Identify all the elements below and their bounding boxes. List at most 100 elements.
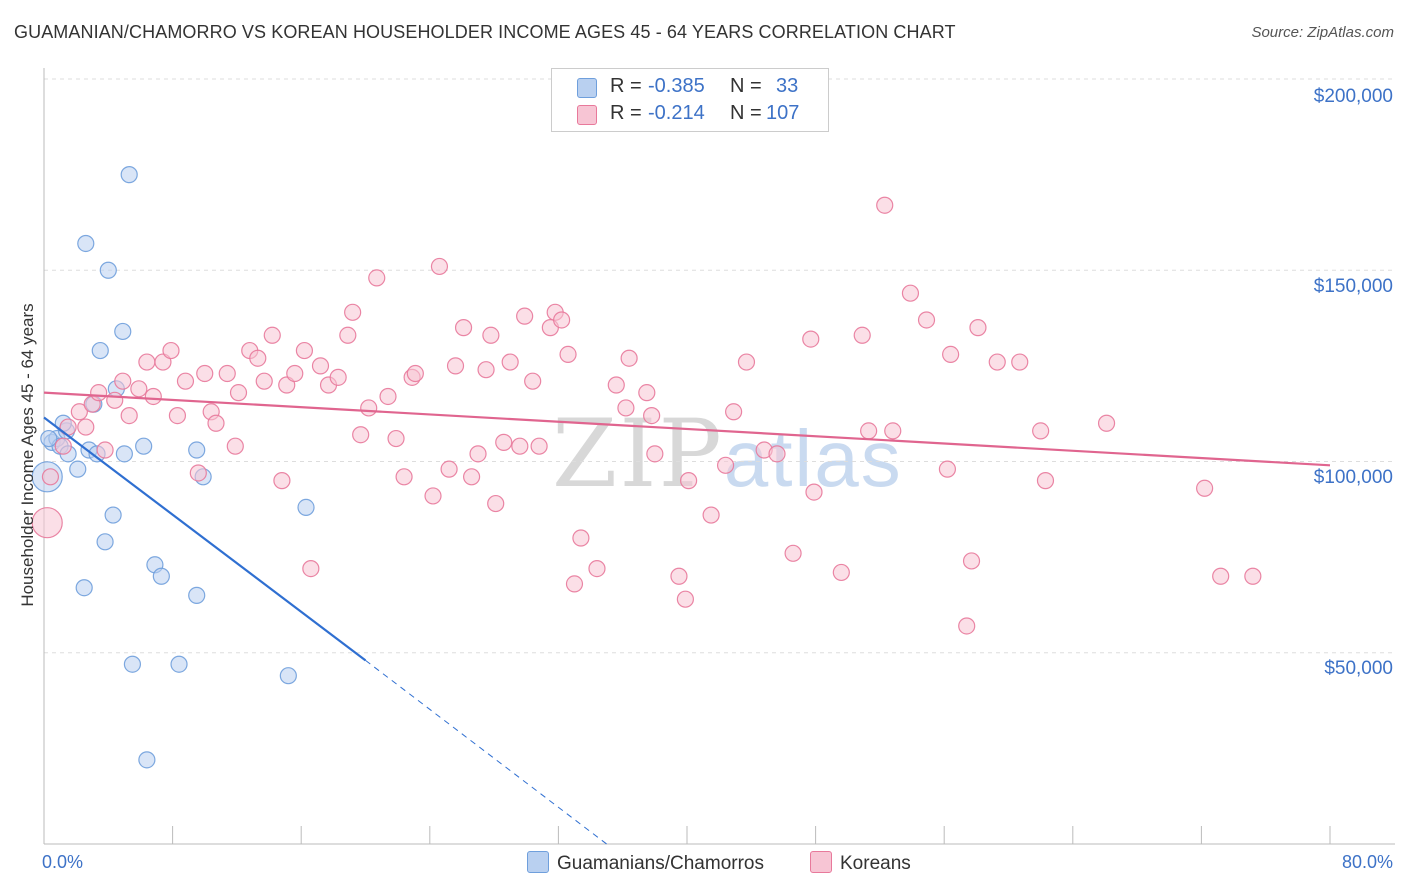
guamanian-point-15 xyxy=(104,506,122,524)
korean-point-85 xyxy=(768,445,786,463)
korean-point-57 xyxy=(487,494,505,513)
korean-point-47 xyxy=(406,364,424,383)
korean-point-50 xyxy=(440,460,458,478)
korean-point-33 xyxy=(295,341,314,360)
y-tick-label-100000: $100,000 xyxy=(1313,467,1393,488)
korean-point-101 xyxy=(988,353,1006,371)
korean-point-80 xyxy=(702,506,720,524)
guamanian-point-32 xyxy=(40,429,58,448)
korean-point-23 xyxy=(218,364,236,383)
correlation-legend: R = -0.385 N = 33 R = -0.214 N = 107 xyxy=(551,68,829,132)
korean-point-20 xyxy=(196,364,214,383)
korean-point-75 xyxy=(643,407,661,425)
korean-point-103 xyxy=(1032,422,1050,440)
korean-point-41 xyxy=(360,399,378,417)
korean-point-24 xyxy=(226,437,244,455)
bottom-legend-label-korean: Koreans xyxy=(840,853,911,874)
korean-point-96 xyxy=(938,460,957,478)
bottom-legend-label-guamanian: Guamanians/Chamorros xyxy=(557,853,764,874)
korean-point-18 xyxy=(176,372,195,390)
korean-point-55 xyxy=(477,361,495,379)
chart-title: GUAMANIAN/CHAMORRO VS KOREAN HOUSEHOLDER… xyxy=(14,22,956,42)
korean-point-59 xyxy=(501,353,519,371)
legend-swatch-korean xyxy=(577,105,597,125)
legend-swatch-guamanian xyxy=(577,78,597,98)
korean-point-108 xyxy=(1244,567,1262,585)
x-tick-label-min: 0.0% xyxy=(42,852,84,872)
korean-point-44 xyxy=(387,429,405,448)
guamanian-point-17 xyxy=(114,322,132,341)
guamanian-point-20 xyxy=(123,655,142,673)
guamanian-point-30 xyxy=(297,498,315,516)
korean-point-94 xyxy=(901,284,920,302)
guamanian-point-29 xyxy=(279,667,297,685)
legend-r-value: -0.385 xyxy=(648,75,705,97)
guamanian-point-19 xyxy=(120,166,138,184)
korean-point-92 xyxy=(876,196,894,214)
legend-r-label: R = xyxy=(610,75,642,97)
korean-point-7 xyxy=(90,384,108,402)
korean-point-14 xyxy=(144,387,162,406)
korean-point-67 xyxy=(559,345,577,363)
korean-point-25 xyxy=(229,384,248,402)
bottom-legend-guamanian: Guamanians/Chamorros xyxy=(527,851,764,875)
legend-n-value: 107 xyxy=(766,102,800,124)
korean-point-17 xyxy=(168,407,187,425)
korean-point-74 xyxy=(638,384,656,402)
korean-point-27 xyxy=(249,349,267,367)
korean-point-34 xyxy=(302,559,320,578)
korean-point-66 xyxy=(553,311,571,329)
korean-point-9 xyxy=(106,391,124,409)
korean-point-72 xyxy=(617,399,635,417)
korean-point-35 xyxy=(311,357,330,375)
korean-point-42 xyxy=(368,269,386,287)
korean-point-2 xyxy=(54,437,72,455)
korean-point-40 xyxy=(352,426,370,444)
korean-point-28 xyxy=(255,372,273,390)
bottom-legend-swatch-korean xyxy=(810,851,832,873)
guamanian-point-25 xyxy=(170,655,188,673)
guamanian-point-8 xyxy=(77,234,95,253)
guamanian-point-22 xyxy=(138,751,156,769)
korean-point-48 xyxy=(424,487,442,505)
guamanian-point-7 xyxy=(75,579,93,597)
korean-point-102 xyxy=(1011,353,1029,371)
y-tick-label-150000: $150,000 xyxy=(1313,276,1393,297)
korean-point-32 xyxy=(286,364,304,383)
korean-point-105 xyxy=(1097,414,1116,432)
korean-point-56 xyxy=(482,326,500,344)
korean-point-12 xyxy=(130,380,148,398)
guamanian-point-14 xyxy=(99,261,117,279)
korean-point-71 xyxy=(607,376,625,394)
korean-point-61 xyxy=(516,307,534,325)
korean-point-22 xyxy=(207,414,225,432)
korean-point-10 xyxy=(114,372,132,390)
korean-point-91 xyxy=(860,422,878,440)
korean-point-86 xyxy=(784,544,802,562)
korean-point-1 xyxy=(41,468,60,486)
guamanian-point-12 xyxy=(91,341,109,360)
guamanian-trend-line xyxy=(43,416,367,662)
korean-point-73 xyxy=(620,349,638,367)
bottom-legend-korean: Koreans xyxy=(810,851,911,875)
korean-point-54 xyxy=(469,445,487,463)
korean-point-107 xyxy=(1212,567,1230,585)
legend-n-value: 33 xyxy=(776,75,799,97)
guamanian-point-6 xyxy=(69,460,87,478)
korean-point-81 xyxy=(716,456,735,474)
korean-point-69 xyxy=(572,529,590,547)
korean-point-87 xyxy=(802,330,820,348)
korean-point-13 xyxy=(138,353,156,371)
bottom-legend-swatch-guamanian xyxy=(527,851,549,873)
legend-n-label: N = xyxy=(730,102,762,124)
korean-point-99 xyxy=(962,552,981,570)
korean-point-76 xyxy=(646,445,664,463)
guamanian-point-18 xyxy=(115,445,133,463)
korean-point-8 xyxy=(96,441,114,459)
korean-point-63 xyxy=(530,437,548,455)
korean-point-82 xyxy=(725,403,743,421)
korean-point-52 xyxy=(454,319,473,337)
korean-point-62 xyxy=(524,372,542,390)
korean-point-11 xyxy=(120,407,138,425)
korean-point-58 xyxy=(495,433,513,451)
